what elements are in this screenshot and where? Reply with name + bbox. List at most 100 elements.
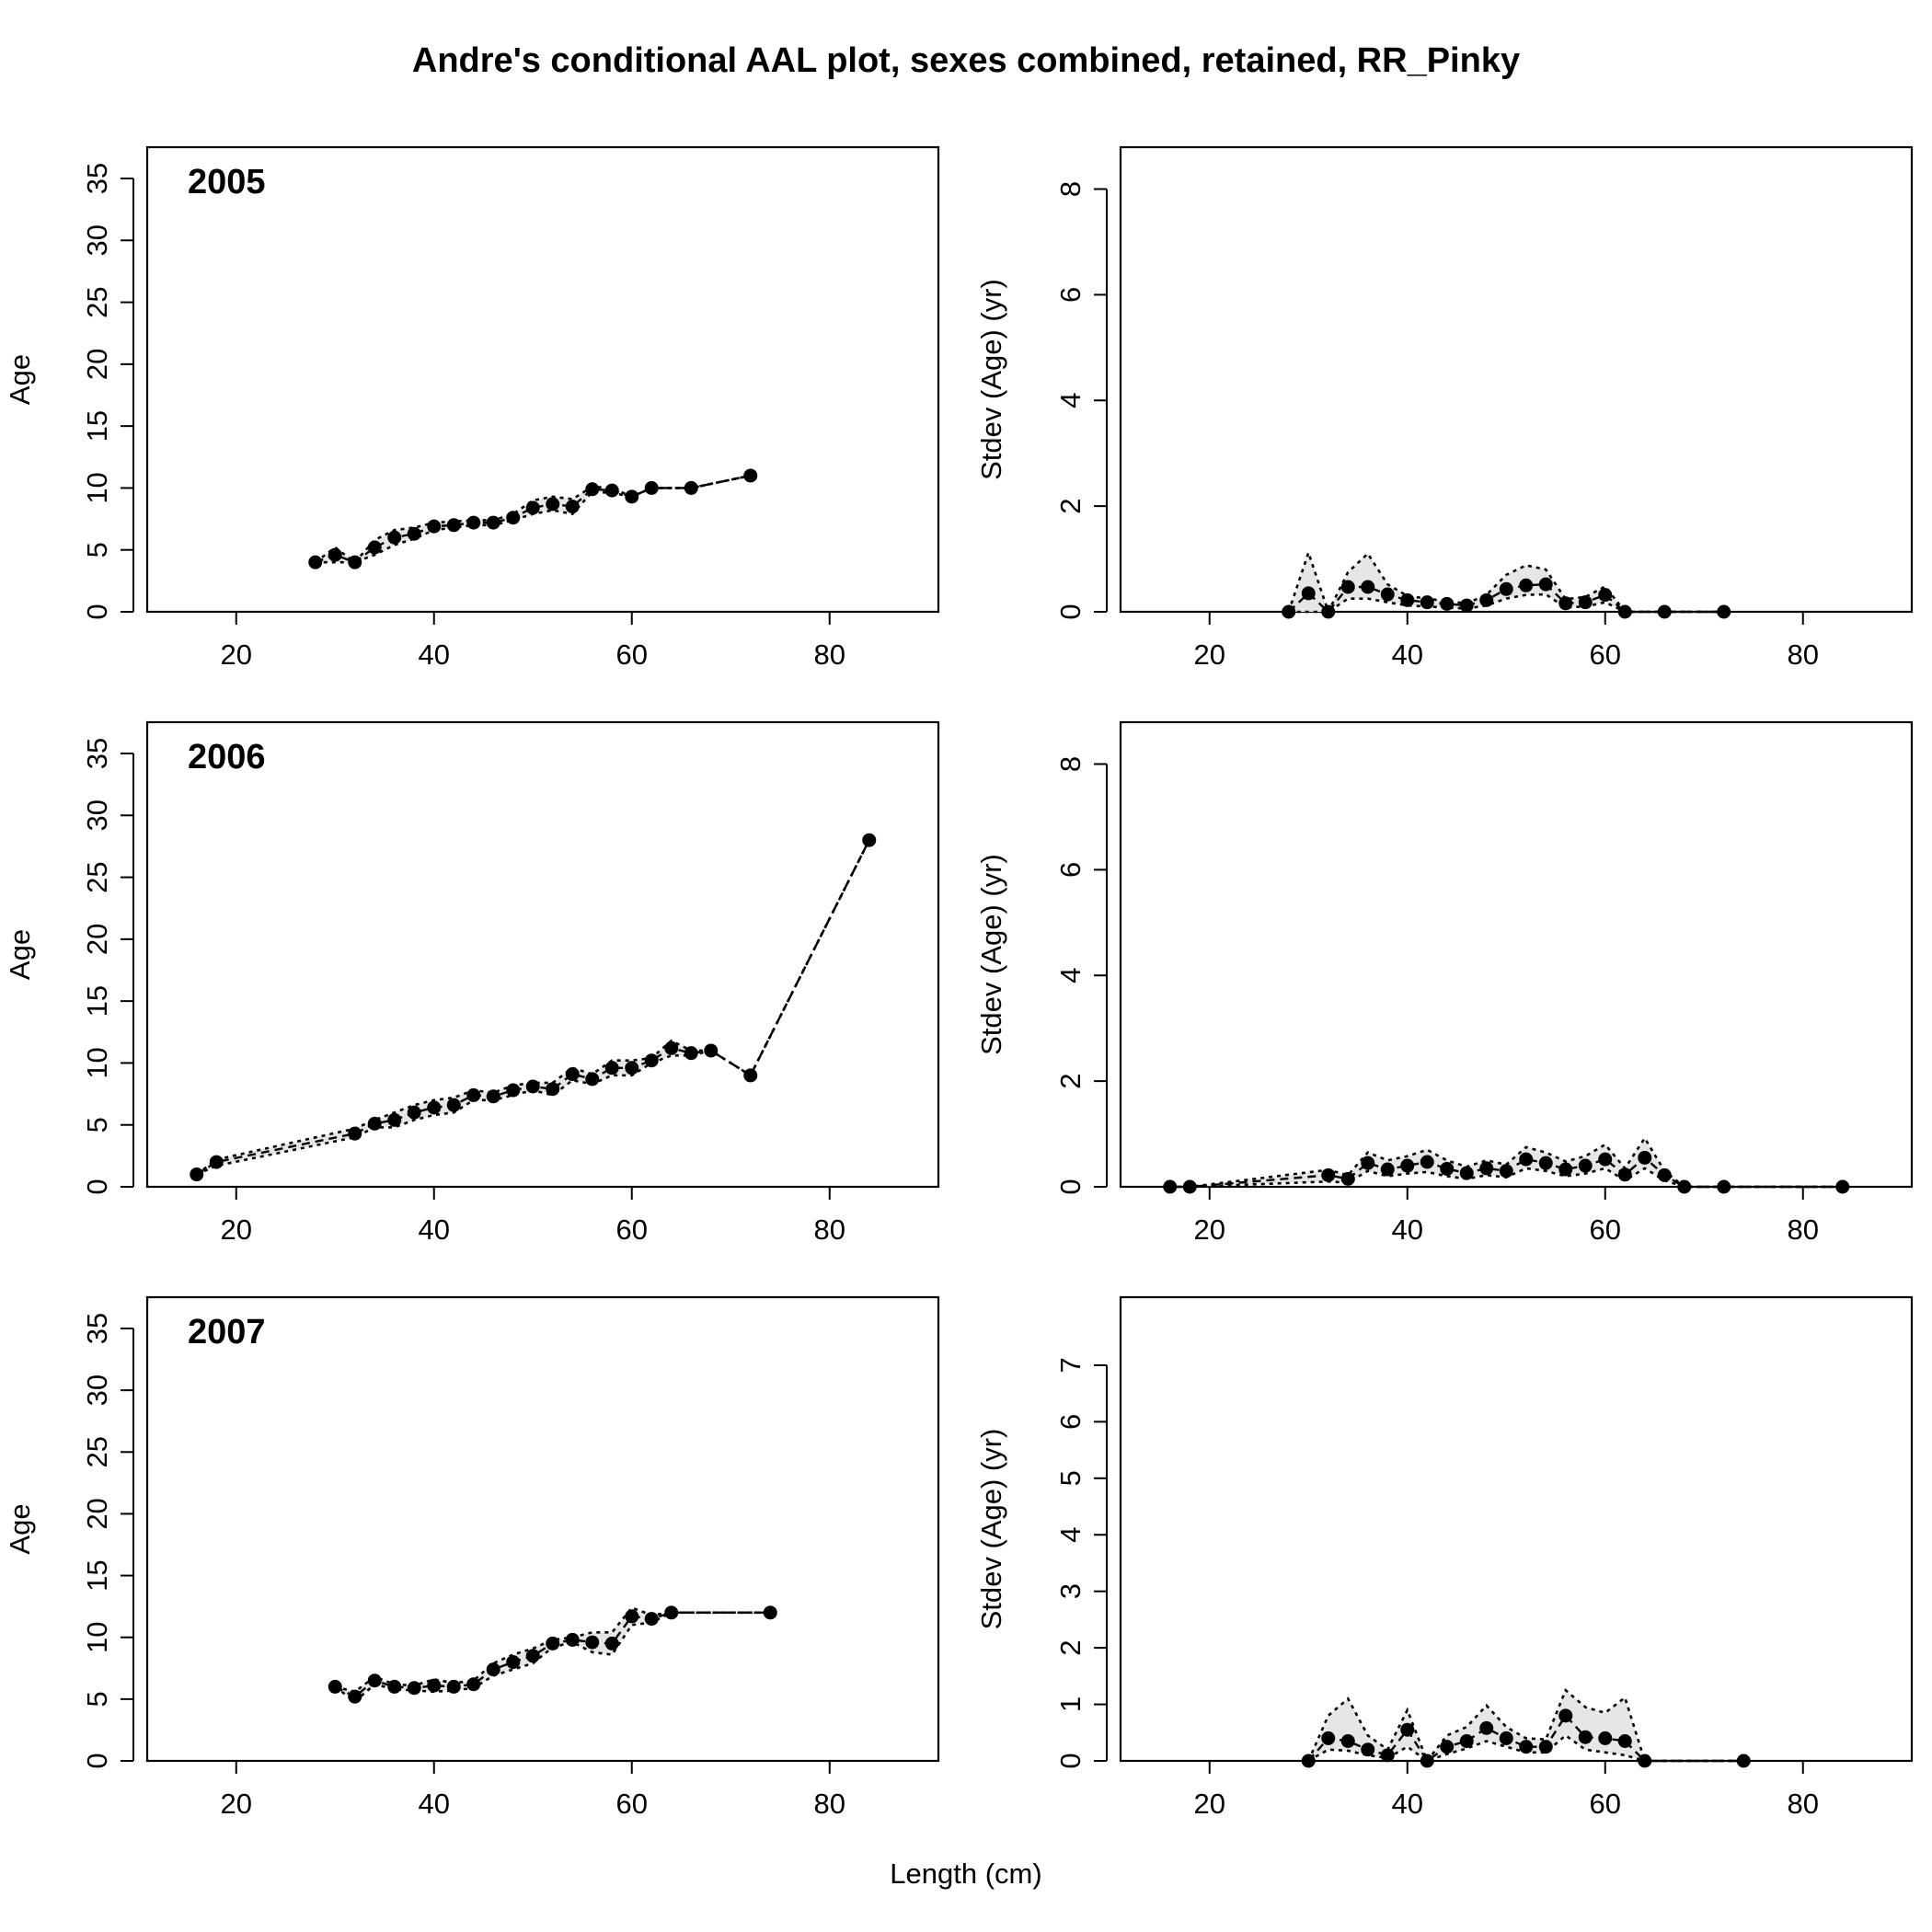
data-point [525,1649,540,1663]
data-point [1638,1754,1652,1768]
y-tick-label: 7 [1054,1357,1087,1373]
data-point [367,1116,382,1131]
data-point [664,1605,679,1620]
data-point [743,1068,758,1083]
y-tick-label: 10 [81,472,113,503]
y-tick-label: 15 [81,410,113,442]
data-point [546,497,560,512]
y-tick-label: 35 [81,1313,113,1344]
x-tick-label: 80 [1788,1213,1819,1246]
figure-title: Andre's conditional AAL plot, sexes comb… [412,41,1520,80]
data-point [525,500,540,515]
panel-2007-sd: 20 40 60 80 0 1 2 3 4 5 6 7 Stdev (Age) (yr) [975,1295,1914,1820]
data-point [644,1612,659,1627]
y-tick-label: 3 [1054,1583,1087,1599]
x-tick-label: 20 [221,1213,252,1246]
data-point [565,500,580,514]
data-point [486,515,500,530]
y-tick-label: 30 [81,799,113,831]
y-tick-label: 6 [1054,1414,1087,1430]
data-point [644,480,659,495]
data-point [1400,1722,1415,1737]
y-axis-label: Stdev (Age) (yr) [975,1429,1007,1630]
ci-lower-line [196,839,870,1176]
y-tick-label: 25 [81,286,113,317]
data-point [328,1679,342,1694]
x-tick-label: 20 [221,1788,252,1820]
x-tick-label: 40 [419,1788,450,1820]
x-tick-label: 20 [221,638,252,671]
panel-2006-age: 20 40 60 80 0 5 10 15 20 25 30 35 Age 2006 [4,720,940,1246]
x-tick-label: 60 [616,1213,648,1246]
y-tick-label: 20 [81,349,113,380]
y-tick-label: 2 [1054,1073,1087,1088]
x-tick-label: 80 [814,1213,845,1246]
panel-2005-age: 20 40 60 80 0 5 10 15 20 25 30 35 Age 2005 [4,145,940,671]
y-tick-label: 4 [1054,968,1087,983]
x-axis-label: Length (cm) [890,1857,1041,1890]
data-point [1282,604,1296,619]
data-point [506,511,521,525]
x-tick-label: 80 [814,1788,845,1820]
y-tick-label: 30 [81,1374,113,1406]
data-point [1380,1162,1395,1177]
data-point [565,1067,580,1082]
data-point [1717,1179,1731,1194]
panel-2007-age: 20 40 60 80 0 5 10 15 20 25 30 35 Age 2007 [4,1295,940,1820]
data-point [1440,596,1455,611]
data-point [1440,1740,1455,1754]
data-point [348,1689,362,1704]
data-point [1578,595,1593,610]
data-point [427,1100,442,1115]
data-point [1578,1730,1593,1744]
data-point [387,1112,402,1127]
y-tick-label: 10 [81,1621,113,1652]
y-tick-label: 6 [1054,862,1087,878]
data-point [446,1679,461,1694]
data-point [743,468,758,483]
data-point [1736,1754,1751,1768]
data-point [1499,1164,1513,1179]
y-tick-label: 25 [81,1436,113,1467]
data-point [1301,586,1316,601]
data-point [1459,1733,1474,1748]
data-point [1598,1731,1613,1745]
x-tick-label: 60 [1590,1788,1621,1820]
y-tick-label: 35 [81,738,113,769]
data-point [1420,1155,1434,1169]
ci-lower-line [1307,1733,1744,1763]
data-point [1163,1179,1178,1194]
data-point [625,489,639,504]
data-point [466,1677,481,1692]
y-tick-label: 0 [1054,1753,1087,1768]
data-point [1677,1179,1692,1194]
year-label: 2005 [188,163,266,201]
y-tick-label: 0 [81,1753,113,1768]
data-point [1657,1167,1672,1182]
x-tick-label: 80 [1788,1788,1819,1820]
data-point [684,480,698,495]
data-point [348,1126,362,1141]
y-tick-label: 30 [81,224,113,256]
data-point [644,1053,659,1068]
data-point [367,540,382,555]
data-point [387,1679,402,1694]
data-point [427,519,442,534]
data-point [209,1155,224,1169]
data-point [565,1632,580,1647]
data-point [407,1105,421,1120]
y-tick-label: 1 [1054,1696,1087,1712]
data-point [367,1673,382,1688]
data-point [1519,1152,1534,1167]
data-point [684,1046,698,1061]
data-point [1321,1167,1336,1182]
data-point [1519,1740,1534,1754]
y-tick-label: 5 [81,1691,113,1707]
y-tick-label: 2 [1054,498,1087,513]
data-point [407,526,421,541]
data-point [585,482,600,497]
data-point [348,555,362,569]
data-point [1538,1740,1553,1754]
